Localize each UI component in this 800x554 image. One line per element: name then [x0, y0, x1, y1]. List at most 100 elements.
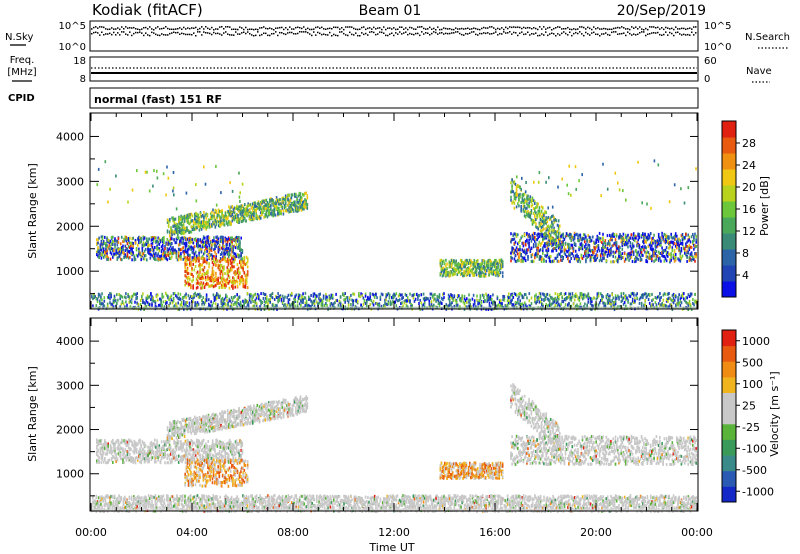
nsearch-point [685, 34, 687, 36]
scatter-cell [189, 246, 191, 250]
scatter-cell [112, 249, 114, 253]
scatter-cell [215, 240, 217, 244]
scatter-cell [214, 220, 217, 224]
scatter-cell [220, 209, 222, 213]
scatter-cell [210, 273, 213, 277]
scatter-cell [234, 240, 237, 244]
scatter-cell [156, 176, 159, 180]
scatter-cell [238, 171, 240, 175]
scatter-cell [144, 170, 147, 174]
scatter-cell [214, 208, 217, 212]
station-title: Kodiak (fitACF) [92, 1, 203, 19]
nsearch-point [509, 31, 511, 33]
power-heatmap [91, 159, 698, 311]
scatter-cell [113, 252, 115, 256]
scatter-cell [304, 192, 306, 195]
scatter-cell [515, 187, 518, 191]
nsky-point [457, 28, 459, 30]
scatter-cell [576, 232, 578, 236]
scatter-cell [501, 264, 504, 268]
scatter-cell [602, 242, 604, 246]
scatter-cell [538, 232, 541, 236]
scatter-cell [189, 262, 191, 266]
scatter-cell [218, 259, 221, 263]
scatter-cell [183, 235, 186, 239]
scatter-cell [585, 235, 587, 239]
scatter-cell [644, 245, 646, 249]
scatter-cell [135, 253, 138, 257]
scatter-cell [655, 245, 658, 249]
scatter-cell [581, 257, 584, 260]
nsearch-point [183, 33, 185, 35]
nsky-point [285, 27, 287, 29]
scatter-cell [190, 284, 192, 288]
scatter-cell [244, 284, 247, 288]
scatter-cell [588, 248, 591, 252]
scatter-cell [232, 247, 234, 251]
scatter-cell [657, 250, 660, 254]
nsky-point [205, 26, 207, 28]
scatter-cell [548, 232, 551, 236]
scatter-cell [204, 251, 206, 255]
scatter-cell [142, 244, 145, 248]
scatter-cell [636, 240, 638, 244]
scatter-cell [152, 296, 154, 300]
scatter-cell [303, 203, 305, 206]
scatter-cell [206, 238, 208, 242]
scatter-cell [194, 227, 196, 231]
scatter-cell [526, 202, 528, 206]
nsky-point [541, 28, 543, 30]
scatter-cell [621, 244, 624, 248]
scatter-cell [219, 257, 222, 260]
nsky-point [625, 28, 627, 30]
nsearch-point [147, 34, 149, 36]
scatter-cell [673, 250, 676, 254]
scatter-cell [618, 245, 620, 249]
scatter-cell [101, 298, 103, 302]
scatter-cell [253, 217, 255, 221]
nsky-point [411, 27, 413, 29]
scatter-cell [219, 263, 222, 267]
scatter-cell [628, 236, 630, 240]
nsky-point [467, 27, 469, 29]
scatter-cell [229, 212, 231, 215]
scatter-cell [679, 254, 682, 258]
nsky-point [629, 28, 631, 31]
scatter-cell [560, 255, 562, 259]
scatter-cell [515, 246, 518, 250]
nsky-point [161, 27, 163, 30]
scatter-cell [495, 273, 497, 277]
scatter-cell [196, 279, 199, 283]
scatter-cell [570, 239, 572, 242]
nsearch-point [235, 31, 237, 33]
scatter-cell [480, 263, 482, 267]
nsearch-point [619, 33, 621, 35]
scatter-cell [148, 189, 151, 193]
scatter-cell [225, 237, 228, 241]
scatter-cell [626, 257, 628, 261]
scatter-cell [178, 215, 180, 219]
scatter-cell [148, 243, 150, 247]
scatter-cell [208, 265, 210, 269]
scatter-cell [195, 225, 197, 229]
scatter-cell [549, 239, 552, 243]
scatter-cell [518, 248, 520, 252]
scatter-cell [228, 209, 230, 213]
scatter-cell [551, 244, 553, 248]
scatter-cell [211, 278, 214, 282]
nsearch-point [303, 31, 305, 33]
scatter-cell [641, 201, 643, 205]
scatter-cell [439, 261, 442, 265]
scatter-cell [551, 236, 553, 240]
scatter-cell [185, 257, 188, 261]
nsearch-point [649, 33, 651, 35]
scatter-cell [216, 239, 219, 243]
scatter-cell [186, 237, 189, 241]
nsky-point [301, 27, 303, 30]
scatter-cell [280, 202, 282, 206]
scatter-cell [501, 263, 504, 266]
scatter-cell [661, 231, 663, 235]
scatter-cell [545, 232, 547, 236]
scatter-cell [586, 246, 588, 250]
scatter-cell [479, 265, 481, 269]
